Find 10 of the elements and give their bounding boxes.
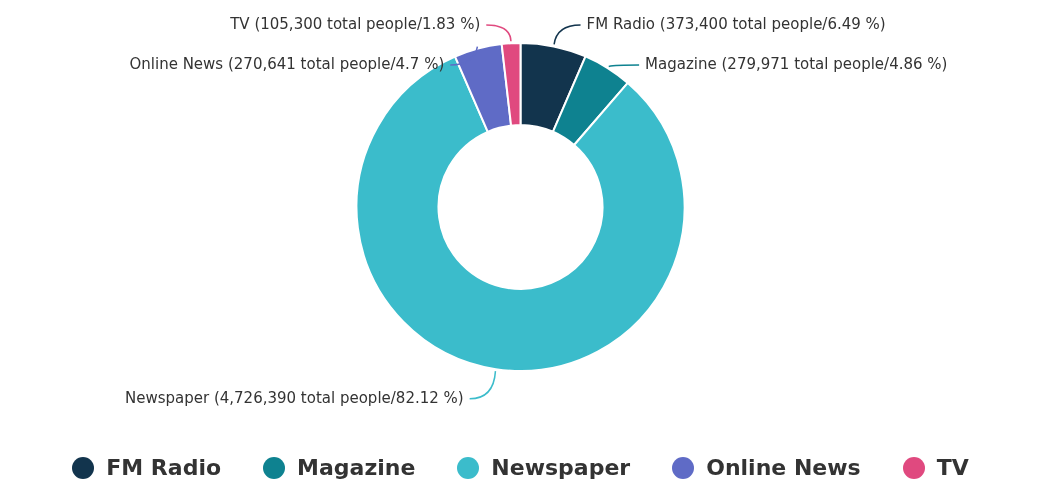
- legend-label: Online News: [706, 455, 861, 480]
- legend-label: FM Radio: [106, 455, 222, 480]
- legend-label: TV: [936, 455, 969, 480]
- category-label: Magazine (279,971 total people/4.86 %): [645, 54, 948, 73]
- category-label: TV (105,300 total people/1.83 %): [230, 14, 481, 33]
- legend-label: Magazine: [297, 455, 416, 480]
- category-label: FM Radio (373,400 total people/6.49 %): [586, 14, 886, 33]
- category-label: Newspaper (4,726,390 total people/82.12 %): [124, 388, 464, 407]
- legend-label: Newspaper: [491, 455, 631, 480]
- category-label: Online News (270,641 total people/4.7 %): [129, 54, 445, 73]
